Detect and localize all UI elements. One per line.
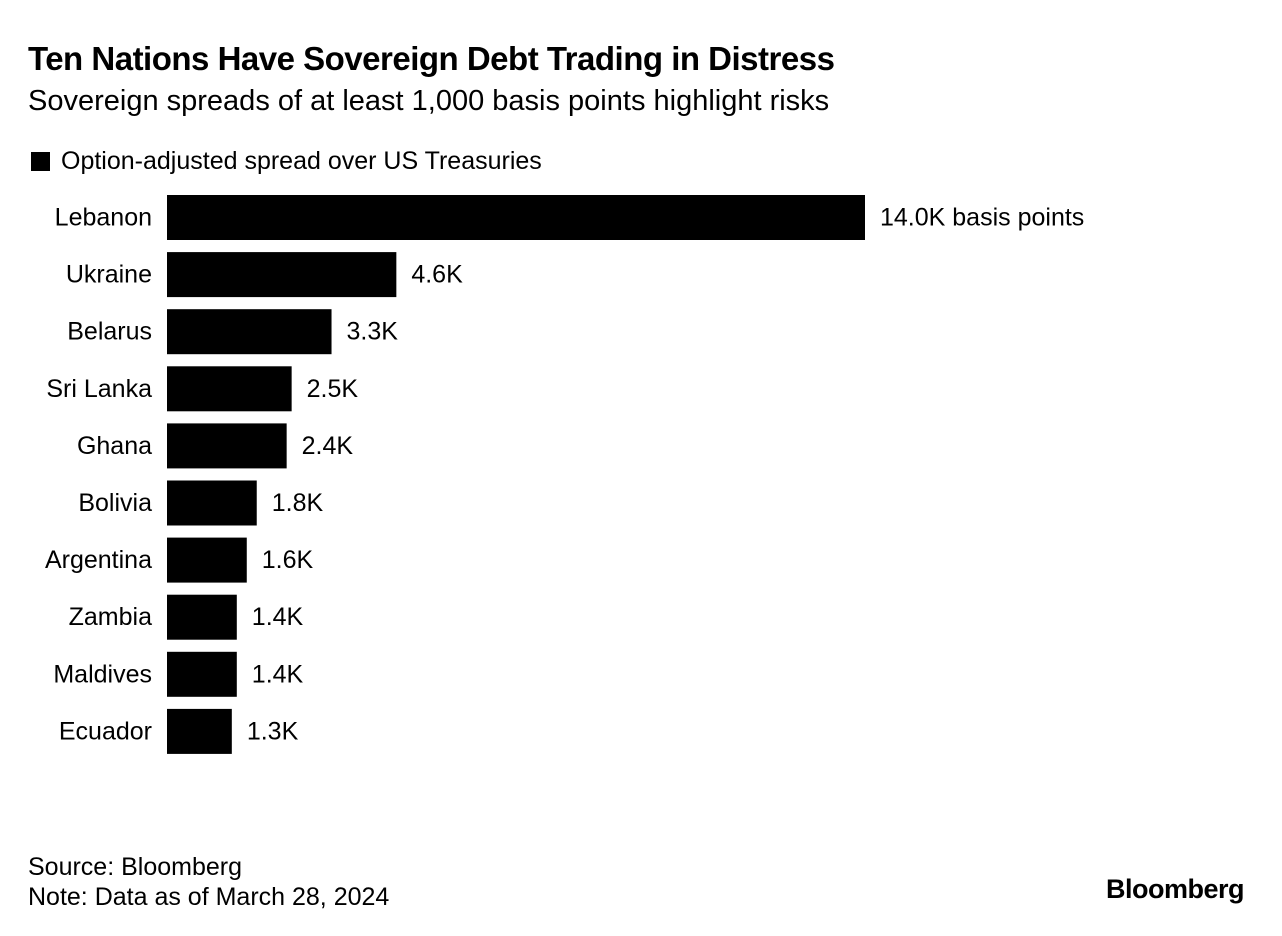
value-label: 1.4K — [252, 603, 304, 631]
category-label: Zambia — [69, 603, 152, 631]
category-label: Ghana — [77, 432, 152, 460]
category-label: Argentina — [45, 546, 152, 574]
category-label: Sri Lanka — [46, 375, 152, 403]
value-label: 2.4K — [302, 432, 354, 460]
value-label: 1.4K — [252, 660, 304, 688]
bar-ghana — [167, 423, 287, 469]
category-label: Lebanon — [55, 204, 152, 232]
legend: Option-adjusted spread over US Treasurie… — [31, 147, 542, 176]
value-label: 14.0K basis points — [880, 204, 1084, 232]
value-label: 1.8K — [272, 489, 324, 517]
legend-swatch — [31, 152, 50, 171]
value-label: 3.3K — [347, 318, 399, 346]
value-label: 1.3K — [247, 717, 299, 745]
bar-ukraine — [167, 252, 397, 298]
legend-label: Option-adjusted spread over US Treasurie… — [61, 147, 542, 175]
bar-argentina — [167, 537, 247, 583]
bar-zambia — [167, 594, 237, 640]
value-label: 1.6K — [262, 546, 314, 574]
bloomberg-logo: Bloomberg — [1105, 874, 1245, 904]
chart-subtitle: Sovereign spreads of at least 1,000 basi… — [28, 85, 830, 117]
category-label: Ecuador — [59, 717, 152, 745]
bar-belarus — [167, 309, 332, 355]
category-label: Ukraine — [66, 261, 152, 289]
value-label: 4.6K — [411, 261, 463, 289]
footer: Source: Bloomberg Note: Data as of March… — [28, 852, 389, 912]
bar-maldives — [167, 651, 237, 697]
source-note: Source: Bloomberg — [28, 853, 243, 881]
bar-lebanon — [167, 195, 865, 240]
bar-sri-lanka — [167, 366, 292, 412]
category-label: Bolivia — [78, 489, 152, 517]
bar-ecuador — [167, 708, 232, 754]
value-label: 2.5K — [307, 375, 359, 403]
bar-bolivia — [167, 480, 257, 526]
data-date-note: Note: Data as of March 28, 2024 — [28, 883, 390, 911]
chart-title: Ten Nations Have Sovereign Debt Trading … — [28, 40, 835, 77]
category-label: Belarus — [67, 318, 152, 346]
category-label: Maldives — [53, 660, 152, 688]
